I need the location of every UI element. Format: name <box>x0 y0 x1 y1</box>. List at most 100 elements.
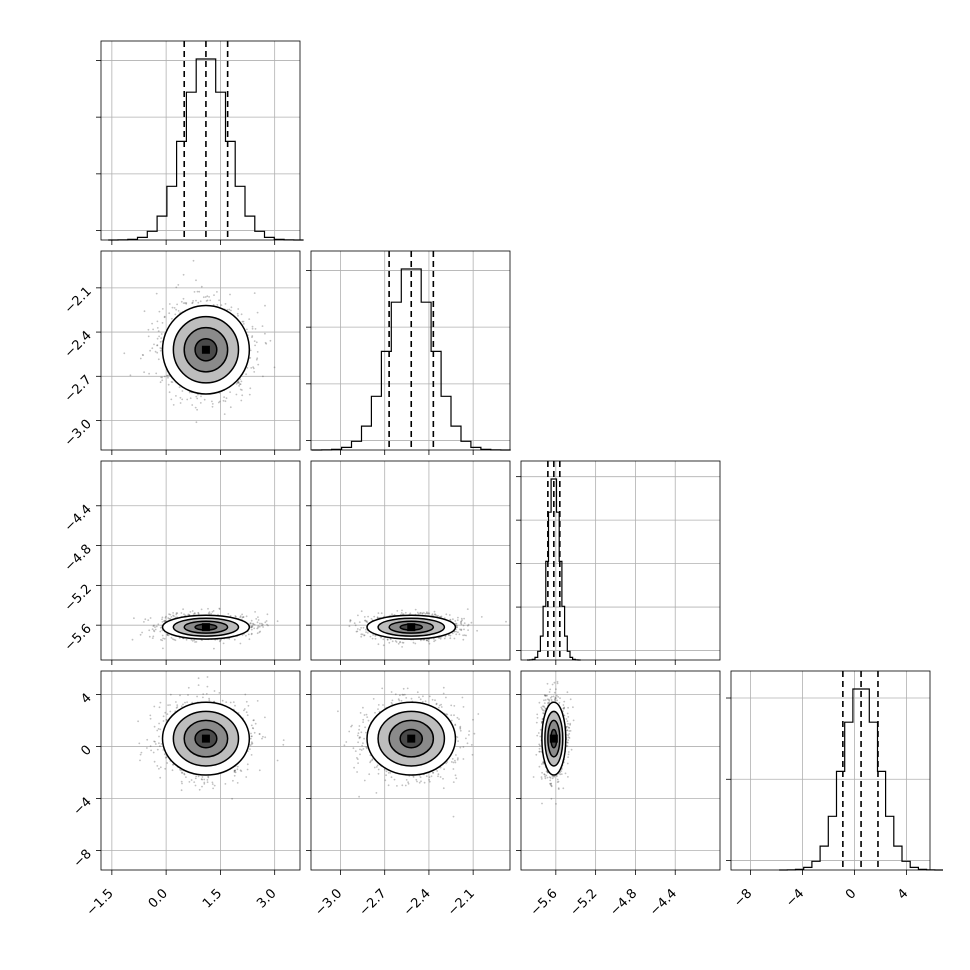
sample-point <box>200 395 202 398</box>
sample-point <box>239 383 242 386</box>
sample-point <box>456 626 458 629</box>
sample-point <box>180 789 183 792</box>
sample-point <box>402 613 405 615</box>
sample-point <box>358 621 361 623</box>
sample-point <box>427 612 430 615</box>
y-tick-label: −4.4 <box>62 502 95 535</box>
density-peak <box>407 623 416 632</box>
sample-point <box>161 616 164 619</box>
sample-point <box>211 400 213 403</box>
sample-point <box>439 637 442 640</box>
sample-point <box>253 623 256 626</box>
y-tick-label: −2.7 <box>62 373 95 406</box>
sample-point <box>449 618 452 621</box>
sample-point <box>266 623 268 626</box>
sample-point <box>154 628 157 631</box>
sample-point <box>401 641 404 644</box>
sample-point <box>264 621 267 624</box>
sample-point <box>222 642 225 645</box>
sample-point <box>459 628 461 631</box>
sample-point <box>197 393 199 396</box>
sample-point <box>395 641 398 643</box>
sample-point <box>360 627 362 629</box>
sample-point <box>455 622 458 625</box>
sample-point <box>235 615 237 618</box>
sample-point <box>349 619 352 622</box>
sample-point <box>451 632 454 635</box>
sample-point <box>253 627 256 630</box>
sample-point <box>255 341 258 344</box>
sample-point <box>399 641 402 643</box>
sample-point <box>195 641 198 643</box>
sample-point <box>282 739 285 741</box>
sample-point <box>424 612 427 615</box>
sample-point <box>359 628 361 631</box>
sample-point <box>242 616 245 618</box>
sample-point <box>152 751 155 754</box>
sample-point <box>259 630 262 633</box>
sample-point <box>197 677 200 680</box>
sample-point <box>192 259 195 262</box>
sample-point <box>129 374 132 377</box>
sample-point <box>448 634 450 636</box>
sample-point <box>371 637 374 640</box>
sample-point <box>224 303 227 305</box>
sample-point <box>402 641 405 644</box>
sample-point <box>165 615 167 618</box>
sample-point <box>367 615 369 618</box>
sample-point <box>155 625 158 628</box>
sample-point <box>250 628 253 631</box>
sample-point <box>197 611 200 614</box>
sample-point <box>191 301 194 304</box>
sample-point <box>197 775 200 778</box>
sample-point <box>193 612 196 614</box>
sample-point <box>191 404 194 406</box>
sample-point <box>155 292 158 295</box>
sample-point <box>267 624 269 627</box>
sample-point <box>438 637 441 639</box>
sample-point <box>217 401 220 404</box>
sample-point <box>167 376 169 379</box>
sample-point <box>206 295 209 298</box>
sample-point <box>230 306 233 309</box>
sample-point <box>168 303 171 305</box>
sample-point <box>261 623 264 626</box>
density-peak <box>201 623 210 632</box>
sample-point <box>264 304 266 307</box>
sample-point <box>208 699 211 702</box>
sample-point <box>218 608 221 610</box>
sample-point <box>250 741 253 744</box>
sample-point <box>256 357 259 360</box>
sample-point <box>196 408 199 411</box>
sample-point <box>158 335 161 338</box>
sample-point <box>433 640 435 643</box>
sample-point <box>139 357 142 360</box>
sample-point <box>372 634 374 636</box>
sample-point <box>462 634 464 637</box>
sample-point <box>193 781 196 783</box>
sample-point <box>257 619 260 621</box>
sample-point <box>257 626 259 629</box>
sample-point <box>361 633 364 636</box>
sample-point <box>156 337 159 340</box>
sample-point <box>219 639 222 642</box>
sample-point <box>149 617 152 619</box>
sample-point <box>164 619 167 622</box>
sample-point <box>175 395 177 397</box>
sample-point <box>249 744 252 746</box>
sample-point <box>175 308 178 311</box>
sample-point <box>195 279 197 282</box>
sample-point <box>248 638 251 641</box>
sample-point <box>374 635 377 637</box>
sample-point <box>258 625 261 628</box>
sample-point <box>254 344 256 347</box>
sample-point <box>229 615 232 617</box>
sample-point <box>151 637 154 639</box>
sample-point <box>161 618 163 621</box>
sample-point <box>139 753 142 756</box>
sample-point <box>149 717 152 720</box>
sample-point <box>156 344 159 347</box>
sample-point <box>185 302 188 304</box>
sample-point <box>399 641 401 644</box>
